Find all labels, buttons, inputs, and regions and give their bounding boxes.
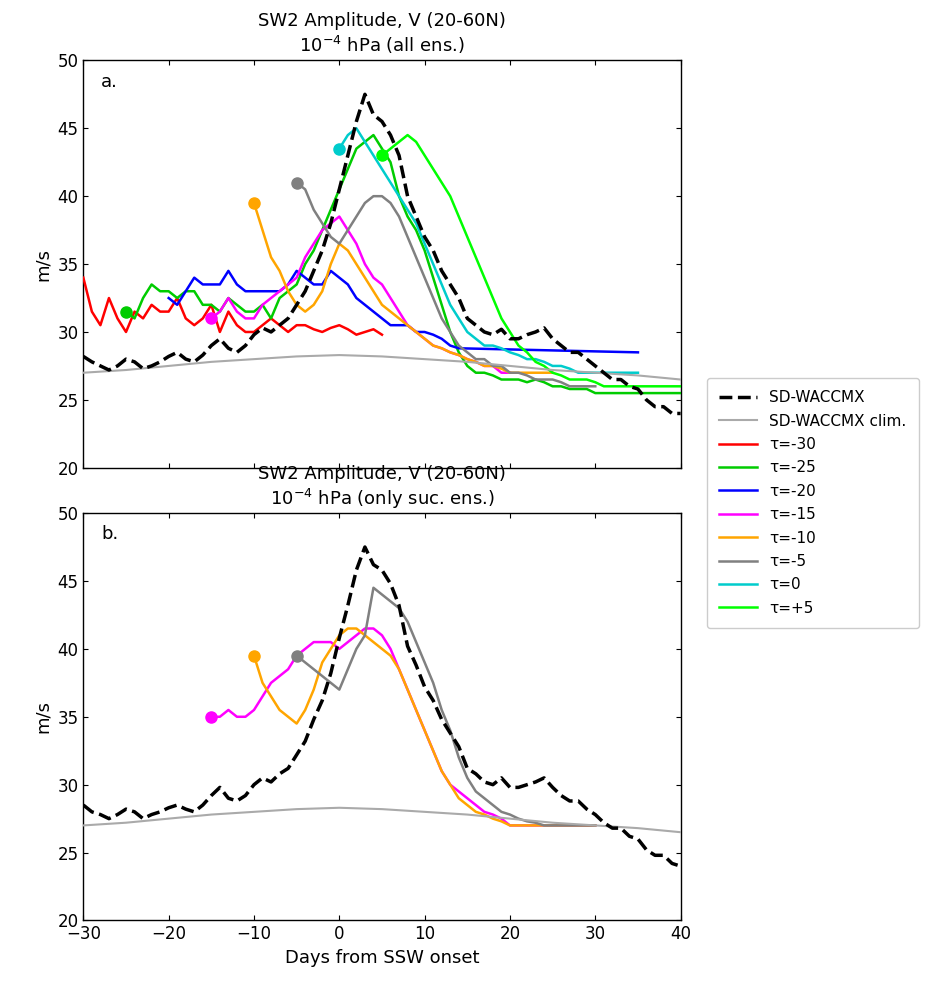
Y-axis label: m/s: m/s — [33, 247, 52, 281]
Text: a.: a. — [101, 72, 119, 91]
Title: SW2 Amplitude, V (20-60N)
$10^{-4}$ hPa (only suc. ens.): SW2 Amplitude, V (20-60N) $10^{-4}$ hPa … — [258, 465, 506, 511]
Title: SW2 Amplitude, V (20-60N)
$10^{-4}$ hPa (all ens.): SW2 Amplitude, V (20-60N) $10^{-4}$ hPa … — [258, 12, 506, 56]
X-axis label: Days from SSW onset: Days from SSW onset — [284, 949, 480, 967]
Y-axis label: m/s: m/s — [33, 700, 52, 733]
Legend: SD-WACCMX, SD-WACCMX clim., τ=-30, τ=-25, τ=-20, τ=-15, τ=-10, τ=-5, τ=0, τ=+5: SD-WACCMX, SD-WACCMX clim., τ=-30, τ=-25… — [707, 378, 919, 628]
Text: b.: b. — [101, 525, 119, 543]
